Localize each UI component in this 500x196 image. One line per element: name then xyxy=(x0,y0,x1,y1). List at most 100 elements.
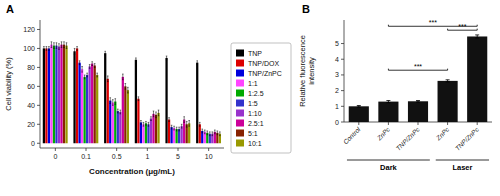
error-bar xyxy=(150,117,152,121)
y-tick xyxy=(341,43,344,44)
bar xyxy=(81,69,83,143)
error-cap xyxy=(46,46,48,47)
x-tick-label: ZnPc xyxy=(434,125,451,142)
error-cap xyxy=(48,50,50,51)
x-tick xyxy=(116,148,117,151)
error-line xyxy=(84,75,85,79)
error-line xyxy=(169,118,170,122)
bar xyxy=(142,124,144,143)
error-line xyxy=(217,131,218,135)
error-bar xyxy=(219,132,221,136)
bar xyxy=(140,122,142,143)
error-cap xyxy=(171,125,173,126)
group-line xyxy=(347,160,430,161)
error-cap xyxy=(94,67,96,68)
error-line xyxy=(189,121,190,127)
error-bar xyxy=(112,100,114,106)
error-cap xyxy=(122,79,124,80)
bar xyxy=(96,75,98,143)
error-bar xyxy=(188,121,190,127)
y-tick xyxy=(37,29,40,30)
bar xyxy=(76,48,78,143)
bar xyxy=(107,79,109,143)
error-cap xyxy=(145,121,147,122)
legend-frame xyxy=(231,43,291,153)
legend-label: 1:1 xyxy=(248,80,258,87)
error-cap xyxy=(181,124,183,125)
error-cap xyxy=(125,83,127,84)
error-bar xyxy=(148,122,150,126)
error-cap xyxy=(155,111,157,112)
x-tick xyxy=(358,122,359,125)
error-cap xyxy=(127,93,129,94)
error-bar xyxy=(196,61,198,65)
error-cap xyxy=(416,100,420,101)
x-tick xyxy=(147,148,148,151)
legend-label: TNP/DOX xyxy=(248,60,279,67)
legend-label: 1:5 xyxy=(248,100,258,107)
error-cap xyxy=(168,117,170,118)
error-cap xyxy=(127,87,129,88)
x-tick xyxy=(86,148,87,151)
error-line xyxy=(112,100,113,106)
error-line xyxy=(64,42,65,48)
significance-label: *** xyxy=(429,19,437,26)
error-cap xyxy=(173,129,175,130)
y-tick xyxy=(37,124,40,125)
error-cap xyxy=(150,120,152,121)
bar xyxy=(119,112,121,143)
legend-label: 1:2.5 xyxy=(248,90,264,97)
error-cap xyxy=(117,109,119,110)
error-cap xyxy=(214,129,216,130)
error-cap xyxy=(84,74,86,75)
error-cap xyxy=(416,102,420,103)
legend-label: TNP xyxy=(248,50,262,57)
error-bar xyxy=(186,121,188,127)
bar xyxy=(73,51,75,143)
bar xyxy=(45,48,47,143)
error-cap xyxy=(214,133,216,134)
error-bar xyxy=(217,131,219,135)
error-cap xyxy=(96,76,98,77)
error-cap xyxy=(138,96,140,97)
error-cap xyxy=(153,111,155,112)
bar xyxy=(168,120,170,144)
bar xyxy=(157,113,159,143)
x-tick xyxy=(55,148,56,151)
error-cap xyxy=(53,48,55,49)
error-cap xyxy=(357,107,361,108)
error-cap xyxy=(206,134,208,135)
error-cap xyxy=(76,46,78,47)
error-line xyxy=(122,74,123,80)
error-bar xyxy=(204,130,206,134)
error-cap xyxy=(117,112,119,113)
x-tick-label: ZnPc xyxy=(375,125,392,142)
error-line xyxy=(174,126,175,130)
error-cap xyxy=(48,46,50,47)
y-tick xyxy=(37,143,40,144)
bar xyxy=(196,63,198,144)
y-tick-label: 0 xyxy=(335,119,339,126)
error-bar xyxy=(66,43,68,49)
y-tick-label: 3 xyxy=(335,71,339,78)
error-line xyxy=(48,47,49,51)
y-tick-label: 2 xyxy=(335,87,339,94)
bar xyxy=(78,63,80,144)
bar xyxy=(152,114,154,143)
error-cap xyxy=(204,133,206,134)
y-axis-label-line: Relative fluorescence xyxy=(298,35,307,107)
significance-label: *** xyxy=(458,23,466,30)
error-cap xyxy=(206,130,208,131)
error-cap xyxy=(43,46,45,47)
legend-label: 5:1 xyxy=(248,130,258,137)
bar xyxy=(43,48,45,143)
error-cap xyxy=(86,73,88,74)
bar xyxy=(94,66,96,144)
error-line xyxy=(477,35,478,38)
bar xyxy=(91,64,93,144)
bar xyxy=(122,77,124,143)
x-tick xyxy=(418,122,419,125)
legend-label: 1:10 xyxy=(248,110,262,117)
error-cap xyxy=(63,41,65,42)
error-cap xyxy=(86,76,88,77)
